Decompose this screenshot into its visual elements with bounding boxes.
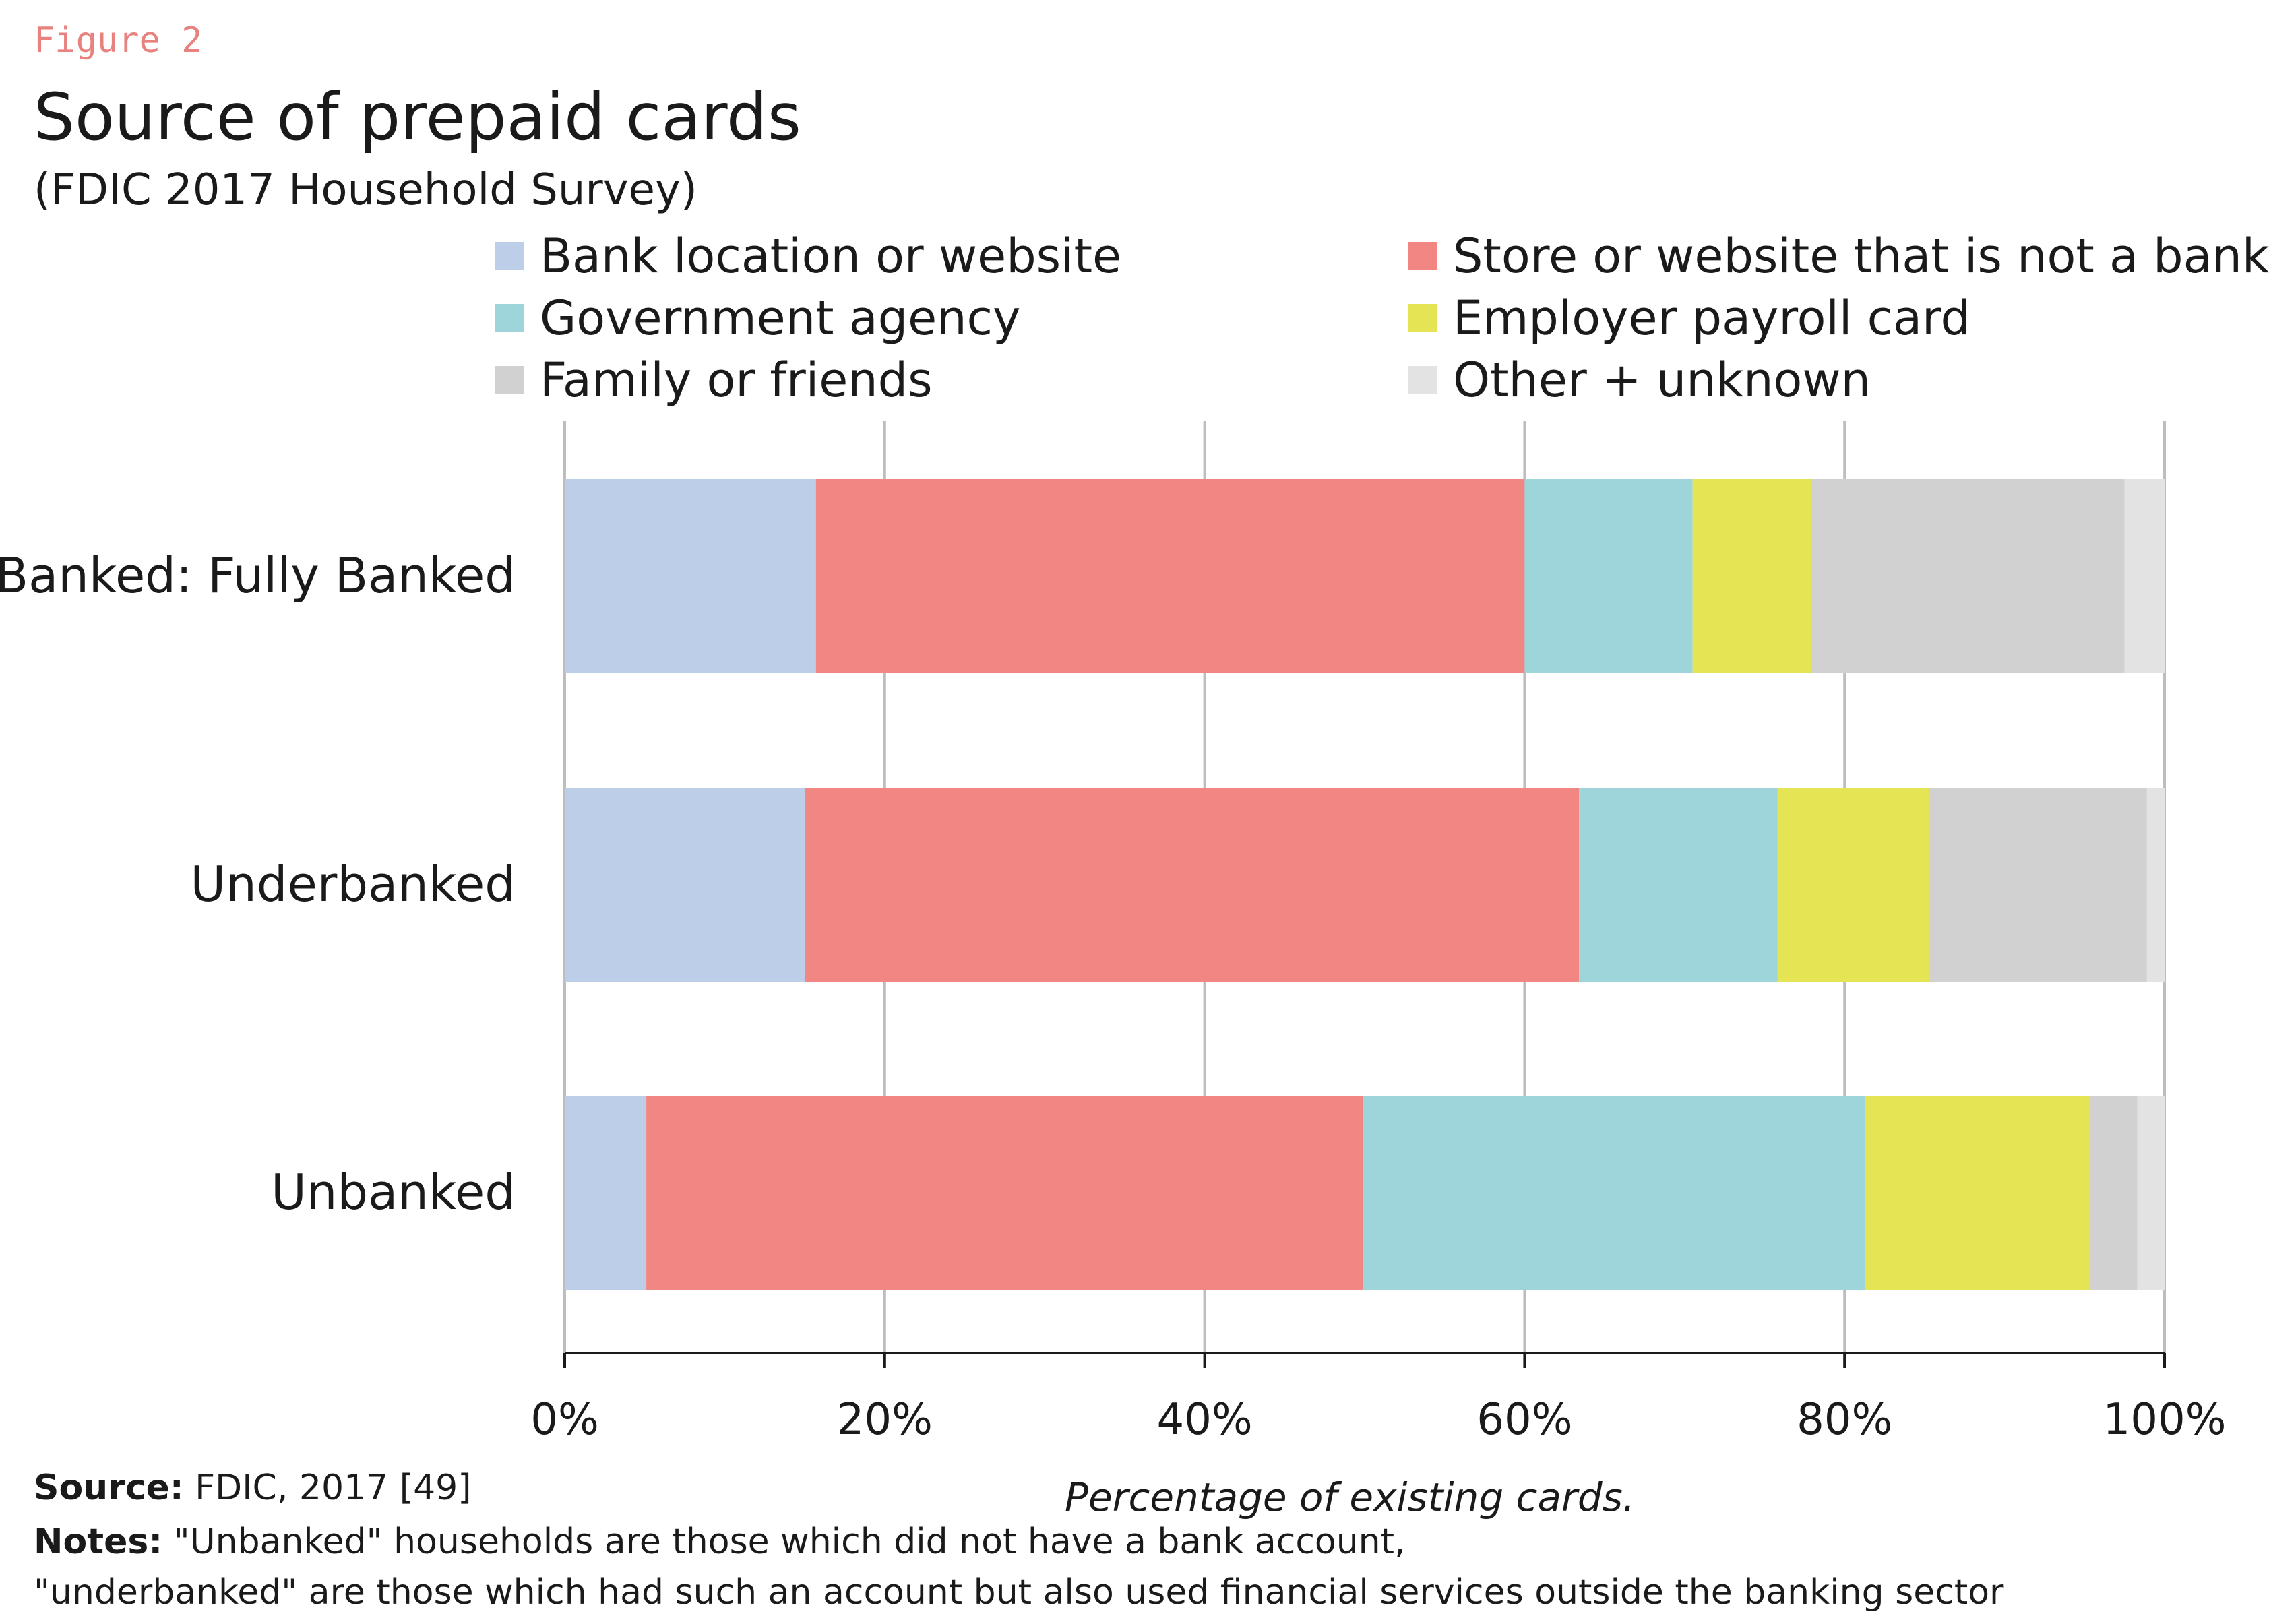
figure-label: Figure 2 <box>34 20 203 61</box>
legend-label: Family or friends <box>540 352 933 408</box>
bar-segment <box>1692 479 1811 673</box>
bar-segment <box>1524 479 1693 673</box>
x-tick-label: 0% <box>530 1395 599 1445</box>
bar-segment <box>1865 1096 2090 1290</box>
legend-label: Bank location or website <box>540 228 1122 284</box>
x-tick-label: 60% <box>1477 1395 1572 1445</box>
bar-segment <box>2137 1096 2165 1290</box>
chart-subtitle: (FDIC 2017 Household Survey) <box>34 165 697 215</box>
notes-line-2: "underbanked" are those which had such a… <box>34 1572 2004 1613</box>
legend-swatch <box>495 242 524 270</box>
legend-swatch <box>495 304 524 332</box>
bar-segment <box>2146 788 2165 982</box>
category-label: Unbanked <box>271 1164 516 1220</box>
notes-text-1: "Unbanked" households are those which di… <box>173 1522 1406 1562</box>
legend-label: Other + unknown <box>1453 352 1871 408</box>
bar-segment <box>565 479 816 673</box>
legend-item-family: Family or friends <box>495 352 933 408</box>
legend-label: Store or website that is not a bank <box>1453 228 2269 284</box>
source-line: Source: FDIC, 2017 [49] <box>34 1468 472 1508</box>
x-tick-label: 80% <box>1797 1395 1892 1445</box>
source-label: Source: <box>34 1468 184 1508</box>
legend: Bank location or website Store or websit… <box>495 228 2269 418</box>
chart-title: Source of prepaid cards <box>34 80 801 155</box>
bar-segment <box>2124 479 2165 673</box>
category-label: Banked: Fully Banked <box>0 547 516 604</box>
bar-segment <box>815 479 1525 673</box>
bar-segment <box>2089 1096 2138 1290</box>
bar-segment <box>1579 788 1778 982</box>
x-tick-label: 100% <box>2103 1395 2227 1445</box>
legend-item-bank: Bank location or website <box>495 228 1122 284</box>
bar-segment <box>805 788 1580 982</box>
notes-line-1: Notes: "Unbanked" households are those w… <box>34 1522 1406 1562</box>
bar-segment <box>1777 788 1930 982</box>
bar-segment <box>565 788 805 982</box>
bar-segment <box>646 1096 1363 1290</box>
bar-segment <box>1363 1096 1866 1290</box>
bar-segment <box>1929 788 2147 982</box>
legend-swatch <box>1408 242 1437 270</box>
x-axis-label: Percentage of existing cards. <box>1065 1474 1636 1520</box>
x-tick-label: 40% <box>1156 1395 1252 1445</box>
notes-label: Notes: <box>34 1522 163 1562</box>
legend-label: Government agency <box>540 290 1021 346</box>
legend-item-store: Store or website that is not a bank <box>1408 228 2269 284</box>
legend-label: Employer payroll card <box>1453 290 1970 346</box>
legend-swatch <box>495 366 524 394</box>
legend-item-other: Other + unknown <box>1408 352 1871 408</box>
category-label: Underbanked <box>190 856 516 912</box>
legend-item-government: Government agency <box>495 290 1021 346</box>
legend-swatch <box>1408 304 1437 332</box>
bar-segment <box>565 1096 647 1290</box>
source-text: FDIC, 2017 [49] <box>195 1468 472 1508</box>
legend-swatch <box>1408 366 1437 394</box>
bar-segment <box>1811 479 2125 673</box>
legend-item-employer: Employer payroll card <box>1408 290 1970 346</box>
x-tick-label: 20% <box>837 1395 933 1445</box>
